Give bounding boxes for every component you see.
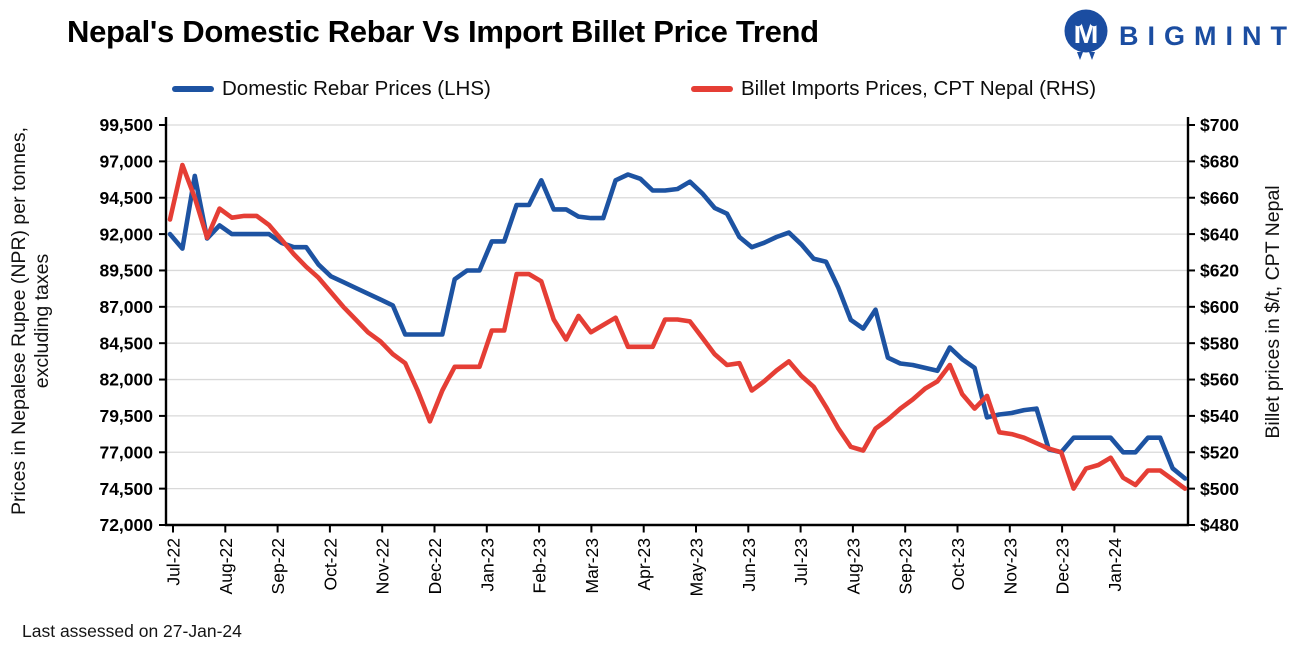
rebar-price-line bbox=[167, 172, 1188, 481]
left-axis-tick-label: 82,000 bbox=[99, 370, 153, 390]
right-axis-tick-label: $480 bbox=[1200, 515, 1239, 535]
x-axis-tick-label: Aug-23 bbox=[843, 538, 863, 594]
x-axis-tick-label: Feb-23 bbox=[530, 538, 550, 593]
left-axis-tick-label: 84,500 bbox=[99, 333, 153, 353]
x-axis-tick-label: Aug-22 bbox=[216, 538, 236, 594]
right-axis-tick-label: $680 bbox=[1200, 152, 1239, 172]
bigmint-logo: M BIGMINT bbox=[1063, 8, 1296, 64]
right-axis-tick-label: $520 bbox=[1200, 442, 1239, 462]
left-axis-tick-label: 72,000 bbox=[99, 515, 153, 535]
x-axis-tick-label: Apr-23 bbox=[634, 538, 654, 591]
last-assessed-note: Last assessed on 27-Jan-24 bbox=[22, 621, 242, 641]
x-axis-tick-label: Oct-22 bbox=[320, 538, 340, 591]
left-axis-tick-label: 74,500 bbox=[99, 479, 153, 499]
x-axis-tick-label: Nov-23 bbox=[1000, 538, 1020, 594]
left-axis-title-line1: Prices in Nepalese Rupee (NPR) per tonne… bbox=[8, 127, 30, 515]
left-axis-title-line2: excluding taxes bbox=[31, 254, 53, 389]
x-axis-tick-label: Jan-24 bbox=[1105, 538, 1125, 592]
left-axis-tick-label: 89,500 bbox=[99, 261, 153, 281]
logo-text: BIGMINT bbox=[1119, 20, 1296, 51]
left-axis-tick-label: 87,000 bbox=[99, 297, 153, 317]
bigmint-m-icon: M bbox=[1064, 9, 1108, 60]
legend-label-rebar: Domestic Rebar Prices (LHS) bbox=[222, 77, 491, 100]
page-title: Nepal's Domestic Rebar Vs Import Billet … bbox=[67, 14, 819, 49]
left-axis-tick-label: 92,000 bbox=[99, 224, 153, 244]
right-axis-tick-label: $560 bbox=[1200, 370, 1239, 390]
right-axis-tick-label: $640 bbox=[1200, 224, 1239, 244]
x-axis-tick-label: May-23 bbox=[687, 538, 707, 596]
x-axis-tick-label: Dec-22 bbox=[425, 538, 445, 594]
right-axis-tick-label: $600 bbox=[1200, 297, 1239, 317]
billet-price-line bbox=[167, 162, 1188, 491]
left-axis-tick-label: 77,000 bbox=[99, 442, 153, 462]
rebar-line-swatch bbox=[172, 86, 214, 92]
x-axis-tick-label: Jul-23 bbox=[791, 538, 811, 586]
right-axis-tick-label: $700 bbox=[1200, 115, 1239, 135]
x-axis-tick-label: Oct-23 bbox=[948, 538, 968, 591]
right-axis-tick-label: $620 bbox=[1200, 261, 1239, 281]
x-axis-tick-label: Sep-22 bbox=[268, 538, 288, 594]
x-axis-tick-label: Sep-23 bbox=[896, 538, 916, 594]
legend-item-rebar: Domestic Rebar Prices (LHS) bbox=[172, 76, 491, 102]
x-axis-tick-label: Jan-23 bbox=[477, 538, 497, 592]
legend-item-billet: Billet Imports Prices, CPT Nepal (RHS) bbox=[691, 76, 1096, 102]
right-axis-tick-label: $660 bbox=[1200, 188, 1239, 208]
right-axis-tick-label: $500 bbox=[1200, 479, 1239, 499]
left-axis-tick-label: 99,500 bbox=[99, 115, 153, 135]
left-axis-tick-label: 97,000 bbox=[99, 152, 153, 172]
right-axis-title: Billet prices in $/t, CPT Nepal bbox=[1262, 185, 1284, 438]
x-axis-tick-label: Jul-22 bbox=[164, 538, 184, 586]
x-axis-tick-label: Jun-23 bbox=[739, 538, 759, 592]
x-axis-tick-label: Mar-23 bbox=[582, 538, 602, 593]
x-axis-tick-label: Nov-22 bbox=[373, 538, 393, 594]
billet-line-swatch bbox=[691, 86, 733, 92]
left-axis-tick-label: 94,500 bbox=[99, 188, 153, 208]
right-axis-tick-label: $540 bbox=[1200, 406, 1239, 426]
legend-label-billet: Billet Imports Prices, CPT Nepal (RHS) bbox=[741, 77, 1097, 100]
right-axis-tick-label: $580 bbox=[1200, 333, 1239, 353]
x-axis-tick-label: Dec-23 bbox=[1053, 538, 1073, 594]
left-axis-tick-label: 79,500 bbox=[99, 406, 153, 426]
